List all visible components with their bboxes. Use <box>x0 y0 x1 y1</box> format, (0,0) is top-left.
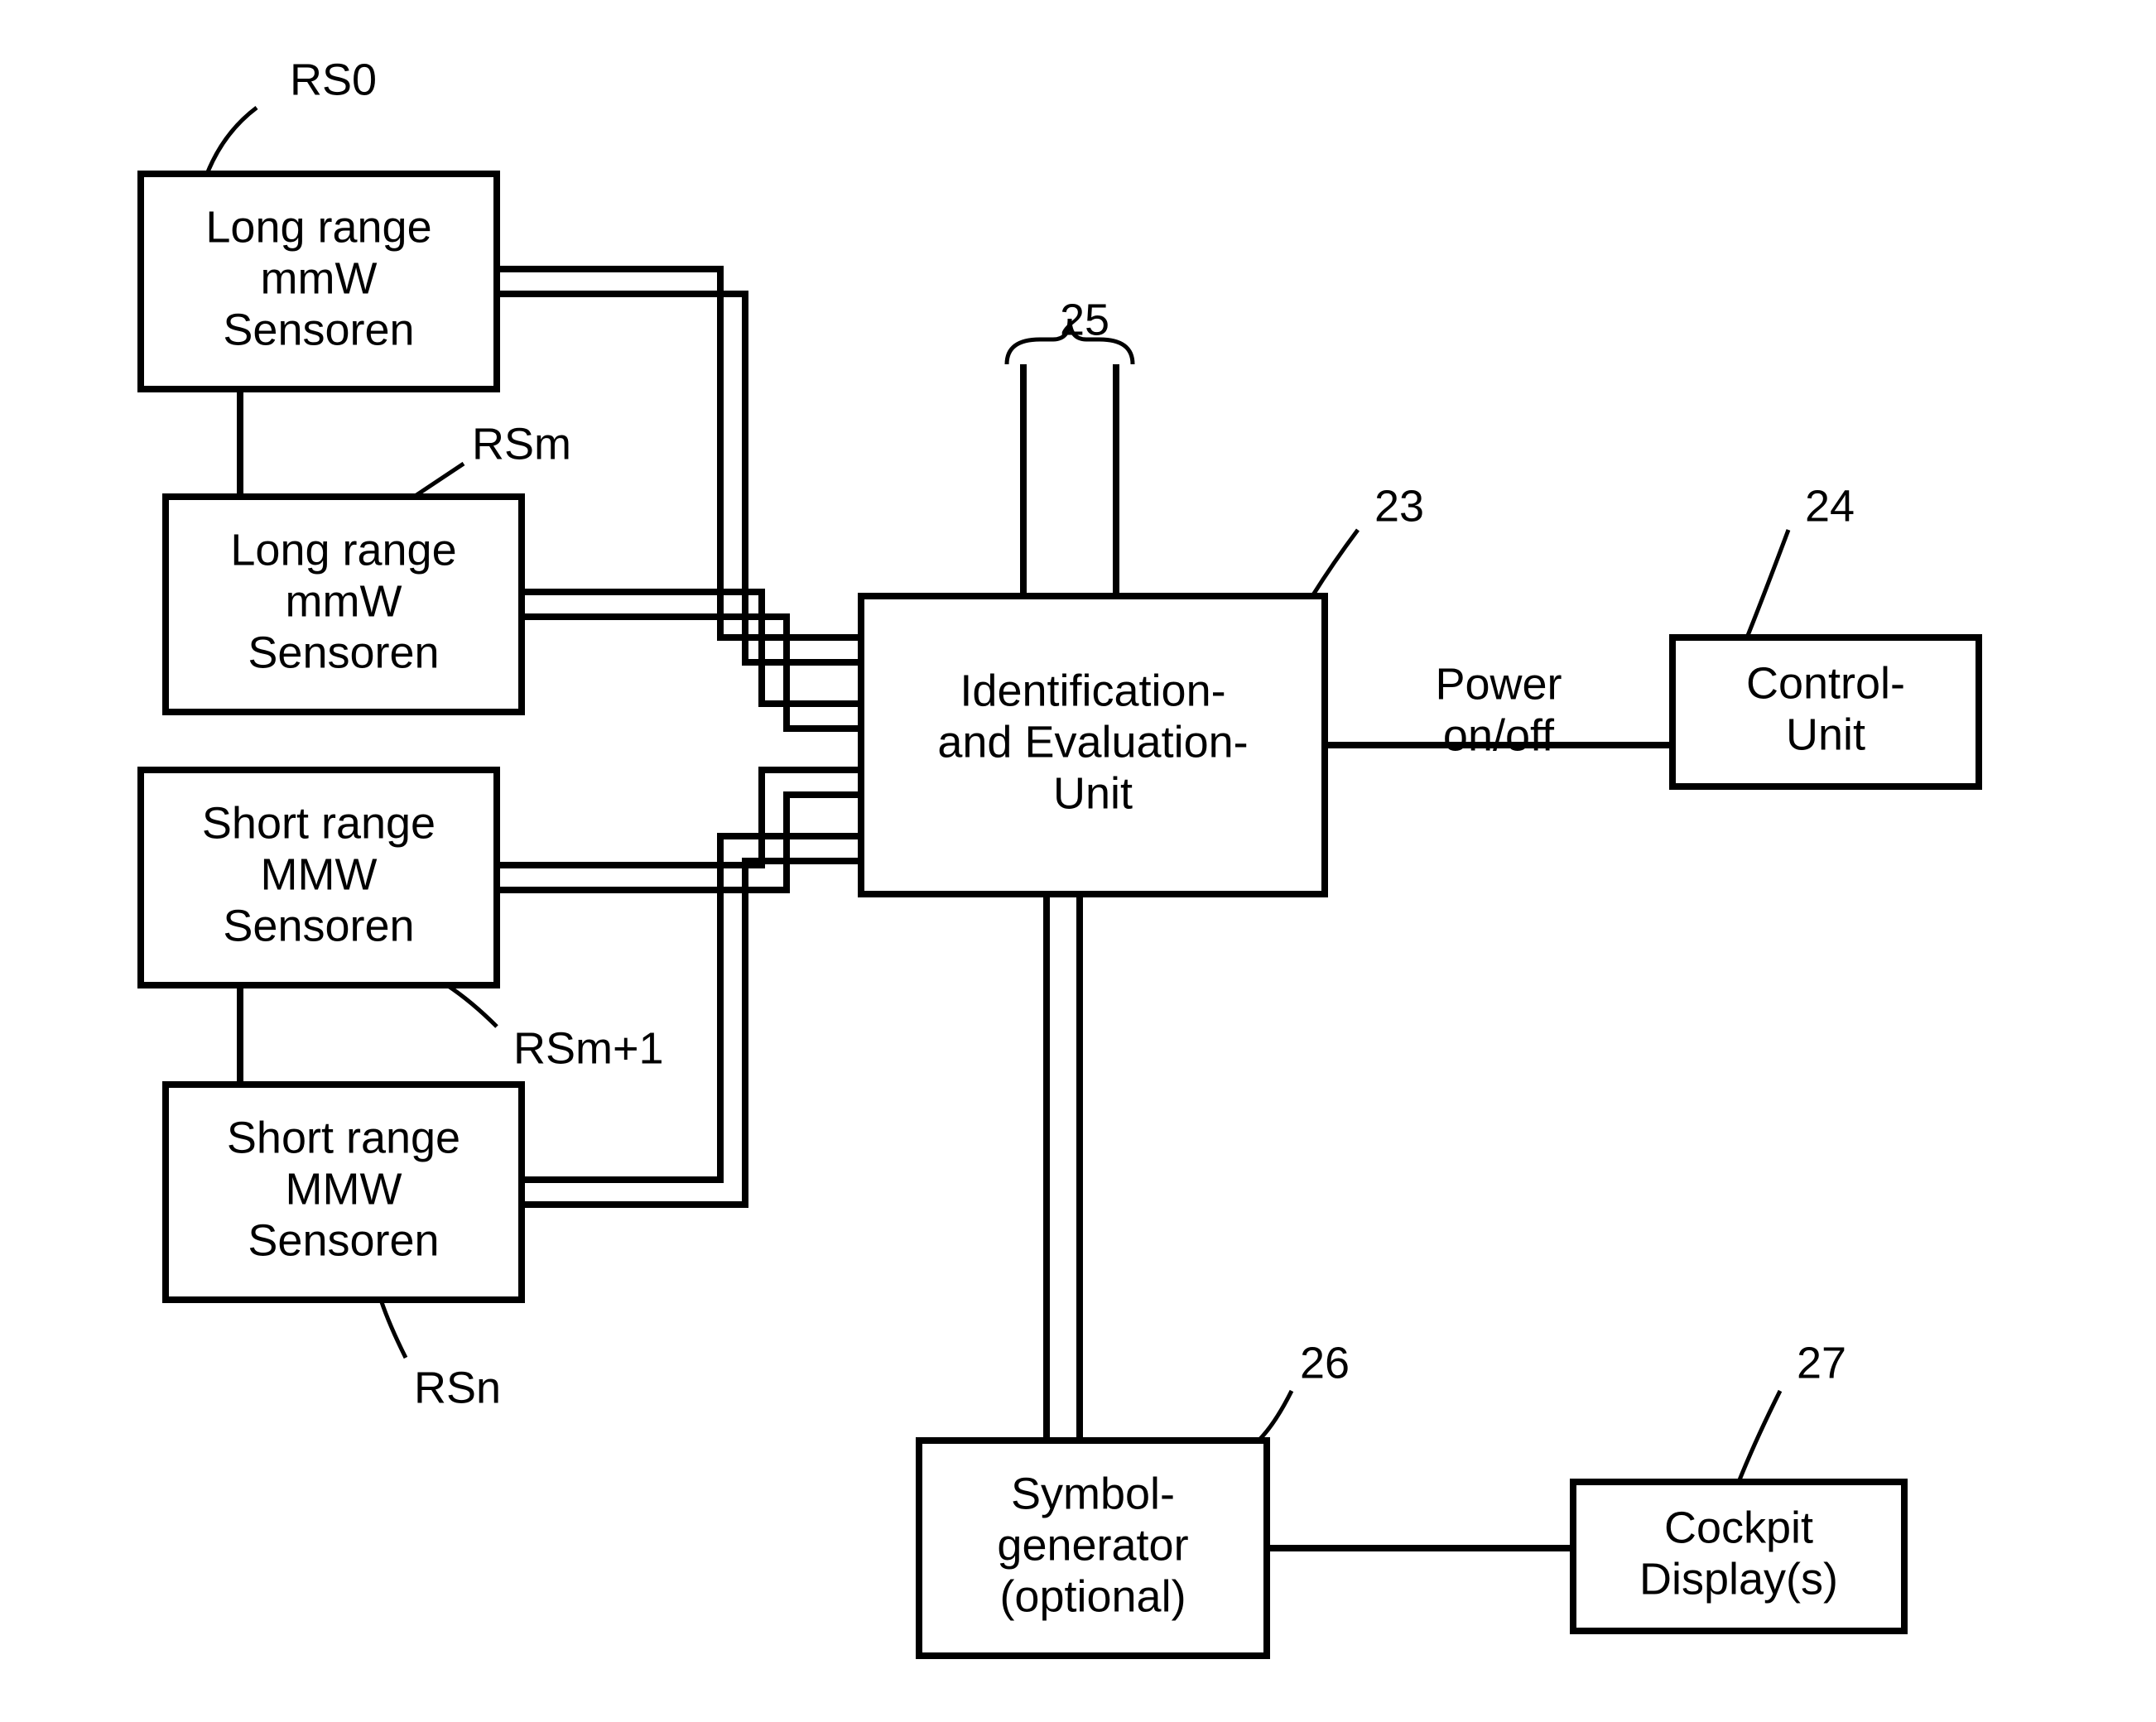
rs0-ref-label: RS0 <box>290 55 377 104</box>
power-label-2: on/off <box>1443 710 1555 760</box>
rsm-label-0: Long range <box>230 525 456 575</box>
rsm1-ref-label: RSm+1 <box>513 1023 664 1073</box>
rs0-label-1: mmW <box>261 253 378 303</box>
n27-leader <box>1739 1391 1780 1482</box>
disp-label-1: Display(s) <box>1639 1554 1838 1604</box>
disp-label-0: Cockpit <box>1664 1503 1813 1552</box>
rsm-ref-label: RSm <box>472 419 571 469</box>
ctrl-label-0: Control- <box>1746 658 1905 708</box>
rs0-label-0: Long range <box>205 202 431 252</box>
rsm1-leader <box>447 985 497 1027</box>
power-label-1: Power <box>1435 659 1562 709</box>
n26-leader <box>1258 1391 1292 1441</box>
sym-label-0: Symbol- <box>1011 1469 1175 1518</box>
rs0-label-2: Sensoren <box>223 305 414 354</box>
n24-leader <box>1747 530 1788 637</box>
block-diagram: Long rangemmWSensorenLong rangemmWSensor… <box>0 0 2156 1722</box>
rsm-label-1: mmW <box>286 576 402 626</box>
disp-box: CockpitDisplay(s) <box>1573 1482 1904 1631</box>
rsn-leader <box>381 1300 406 1358</box>
rsm1-box: Short rangeMMWSensoren <box>141 770 497 985</box>
eval-label-1: and Evaluation- <box>937 717 1248 767</box>
rsm1-label-2: Sensoren <box>223 901 414 950</box>
rsm-leader <box>414 464 464 497</box>
n23-leader <box>1312 530 1358 596</box>
eval-label-0: Identification- <box>960 666 1225 715</box>
rsn-label-2: Sensoren <box>248 1215 439 1265</box>
rs0-box: Long rangemmWSensoren <box>141 174 497 389</box>
eval-box: Identification-and Evaluation-Unit <box>861 596 1325 894</box>
ctrl-box: Control-Unit <box>1672 637 1979 786</box>
n25-ref-label: 25 <box>1060 295 1109 344</box>
n24-ref-label: 24 <box>1805 481 1855 531</box>
n27-ref-label: 27 <box>1797 1338 1846 1388</box>
rsn-box: Short rangeMMWSensoren <box>166 1085 522 1300</box>
rsn-label-1: MMW <box>286 1164 402 1214</box>
rsn-ref-label: RSn <box>414 1363 501 1412</box>
rsm-label-2: Sensoren <box>248 628 439 677</box>
rsm1-label-1: MMW <box>261 849 378 899</box>
rsn-label-0: Short range <box>227 1113 460 1162</box>
sym-label-1: generator <box>997 1520 1188 1570</box>
rs0-leader <box>207 108 257 174</box>
sym-label-2: (optional) <box>999 1571 1186 1621</box>
n26-ref-label: 26 <box>1300 1338 1350 1388</box>
rsm-box: Long rangemmWSensoren <box>166 497 522 712</box>
sym-box: Symbol-generator(optional) <box>919 1441 1267 1656</box>
boxes: Long rangemmWSensorenLong rangemmWSensor… <box>141 174 1979 1656</box>
ctrl-label-1: Unit <box>1786 709 1865 759</box>
rsm1-label-0: Short range <box>202 798 436 848</box>
eval-label-2: Unit <box>1053 768 1133 818</box>
n23-ref-label: 23 <box>1374 481 1424 531</box>
